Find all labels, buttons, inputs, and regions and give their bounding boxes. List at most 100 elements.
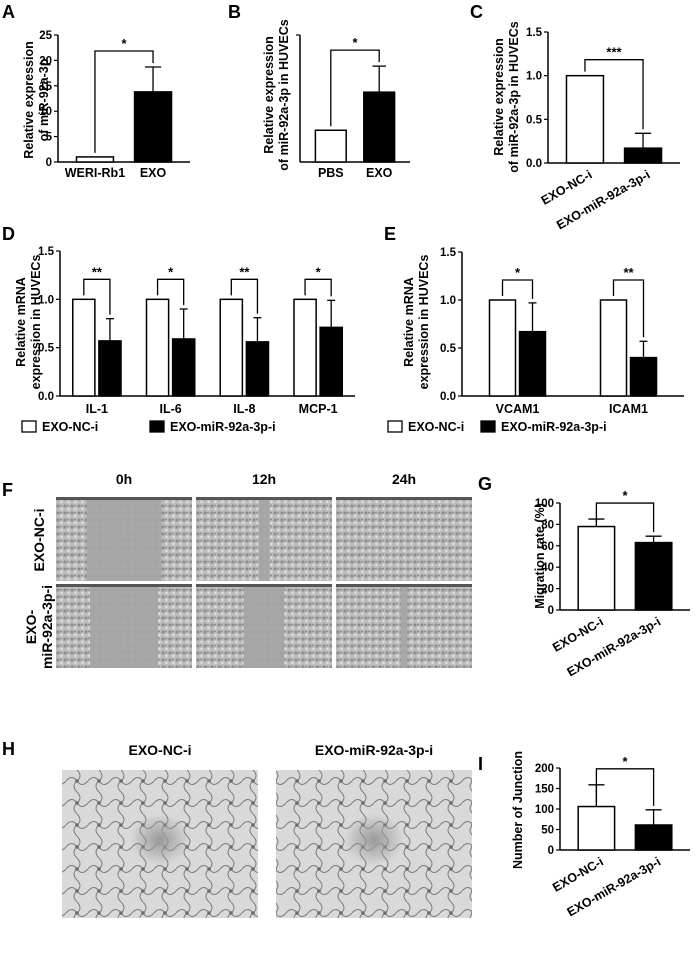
- well-center: [130, 813, 190, 866]
- significance-mark: **: [92, 264, 103, 279]
- legend-label: EXO-miR-92a-3p-i: [170, 420, 276, 434]
- scratch-gap: [90, 584, 158, 668]
- bar-il-8-inhibitor: [245, 341, 270, 397]
- significance-bracket: [595, 768, 655, 806]
- y-axis-label: Relative expressionof miR-92a-3p in HUVE…: [262, 19, 291, 170]
- y-axis-label-line: Relative expression: [262, 36, 276, 153]
- legend-label: EXO-miR-92a-3p-i: [501, 420, 607, 434]
- legend-label: EXO-NC-i: [42, 420, 98, 434]
- row-label: EXO-miR-92a-3p-i: [23, 585, 55, 669]
- y-axis-label-line: Number of Junction: [511, 751, 525, 869]
- legend-swatch: [480, 420, 496, 433]
- scratch-gap: [243, 584, 285, 668]
- panel-label: A: [2, 2, 15, 22]
- bar-mcp-1-inhibitor: [319, 326, 343, 397]
- image-border: [196, 497, 332, 500]
- bar-exo: [363, 91, 396, 163]
- y-axis-label: Relative expressionof miR-92a-3p in HUVE…: [492, 21, 521, 172]
- category-label: EXO: [366, 166, 393, 180]
- panel-label: E: [384, 224, 396, 244]
- significance-mark: *: [622, 754, 628, 769]
- bar-il-8-nc: [219, 298, 244, 397]
- bar-exo-nc-i: [565, 74, 605, 164]
- y-tick-label: 1.5: [526, 27, 543, 39]
- bar-exo: [133, 91, 173, 163]
- significance-mark: *: [352, 35, 358, 50]
- category-label: EXO-miR-92a-3p-i: [565, 614, 663, 679]
- y-tick-label: 0: [548, 605, 554, 617]
- y-axis-label-line: expression in HUVECs: [417, 255, 431, 390]
- y-tick-label: 1.5: [440, 247, 457, 259]
- category-label: ICAM1: [609, 402, 648, 416]
- category-label: IL-1: [86, 402, 108, 416]
- bar-weri-rb1: [75, 156, 115, 163]
- significance-bracket: [304, 278, 332, 297]
- y-tick-label: 1.0: [440, 295, 456, 307]
- y-tick-label: 100: [535, 498, 554, 510]
- scratch-gap: [86, 497, 162, 581]
- panel-label: F: [2, 480, 13, 500]
- y-tick-label: 0.0: [38, 391, 54, 403]
- row-label: EXO-NC-i: [31, 509, 47, 572]
- row-label-line: miR-92a-3p-i: [39, 585, 55, 669]
- bar-pbs: [314, 129, 347, 163]
- y-axis-label-line: Relative expression: [492, 38, 506, 155]
- y-tick-label: 100: [535, 804, 554, 816]
- significance-bracket: [230, 278, 259, 314]
- scratch-gap: [258, 497, 270, 581]
- legend-swatch: [149, 420, 165, 433]
- y-tick-label: 0.0: [526, 158, 542, 170]
- legend: EXO-NC-i EXO-miR-92a-3p-i: [387, 420, 607, 434]
- panel-label: B: [228, 2, 241, 22]
- y-axis-label-line: Relative expression: [22, 41, 36, 158]
- bar-il-1-nc: [72, 298, 96, 397]
- legend: EXO-NC-i EXO-miR-92a-3p-i: [21, 420, 276, 434]
- y-axis-label: Migration rate (%): [533, 503, 547, 609]
- significance-mark: *: [316, 264, 322, 279]
- y-tick-label: 50: [541, 825, 554, 837]
- panel-e: E 0.0 0.5 1.0 1.5 Relative mRNAexpression in …: [384, 224, 684, 434]
- y-tick-label: 15: [39, 81, 52, 93]
- significance-mark: **: [239, 264, 250, 279]
- y-tick-label: 5: [46, 132, 53, 144]
- micrograph: [336, 497, 472, 581]
- y-axis-label-line: of miR-92a-3p in HUVECs: [507, 21, 521, 172]
- bar-icam1-nc: [599, 299, 628, 397]
- y-tick-label: 200: [535, 763, 554, 775]
- category-label: MCP-1: [299, 402, 338, 416]
- y-tick-label: 0.5: [526, 114, 543, 126]
- category-label: IL-8: [233, 402, 255, 416]
- y-tick-label: 25: [39, 30, 52, 42]
- column-header: EXO-miR-92a-3p-i: [315, 742, 433, 758]
- significance-mark: *: [168, 264, 174, 279]
- y-tick-label: 1.0: [38, 294, 54, 306]
- y-tick-label: 1.0: [526, 71, 542, 83]
- y-axis-label-line: of miR-92a-3p in HUVECs: [277, 19, 291, 170]
- significance-mark: *: [121, 36, 127, 51]
- bar-exo-nc-i: [577, 805, 616, 851]
- column-header: 24h: [392, 471, 416, 487]
- significance-bracket: [595, 502, 655, 533]
- significance-bracket: [83, 278, 111, 315]
- significance-mark: *: [622, 488, 628, 503]
- row-label-line: EXO-: [23, 610, 39, 645]
- category-label: EXO-miR-92a-3p-i: [565, 854, 663, 919]
- panel-label: C: [470, 2, 483, 22]
- y-axis-label: Number of Junction: [511, 751, 525, 869]
- panel-label: D: [2, 224, 15, 244]
- bar-il-6-nc: [145, 298, 170, 397]
- image-border: [336, 584, 472, 587]
- category-label: VCAM1: [496, 402, 540, 416]
- bar-vcam1-nc: [488, 299, 517, 397]
- significance-bracket: [94, 50, 154, 153]
- bar-exo-mir-92a-3p-i: [623, 147, 663, 164]
- legend-swatch: [21, 420, 37, 433]
- y-axis-label-line: expression in HUVECs: [29, 255, 43, 390]
- bar-exo-nc-i: [577, 525, 616, 611]
- bar-exo-mir-92a-3p-i: [634, 541, 673, 611]
- image-border: [56, 584, 192, 587]
- category-label: PBS: [318, 166, 344, 180]
